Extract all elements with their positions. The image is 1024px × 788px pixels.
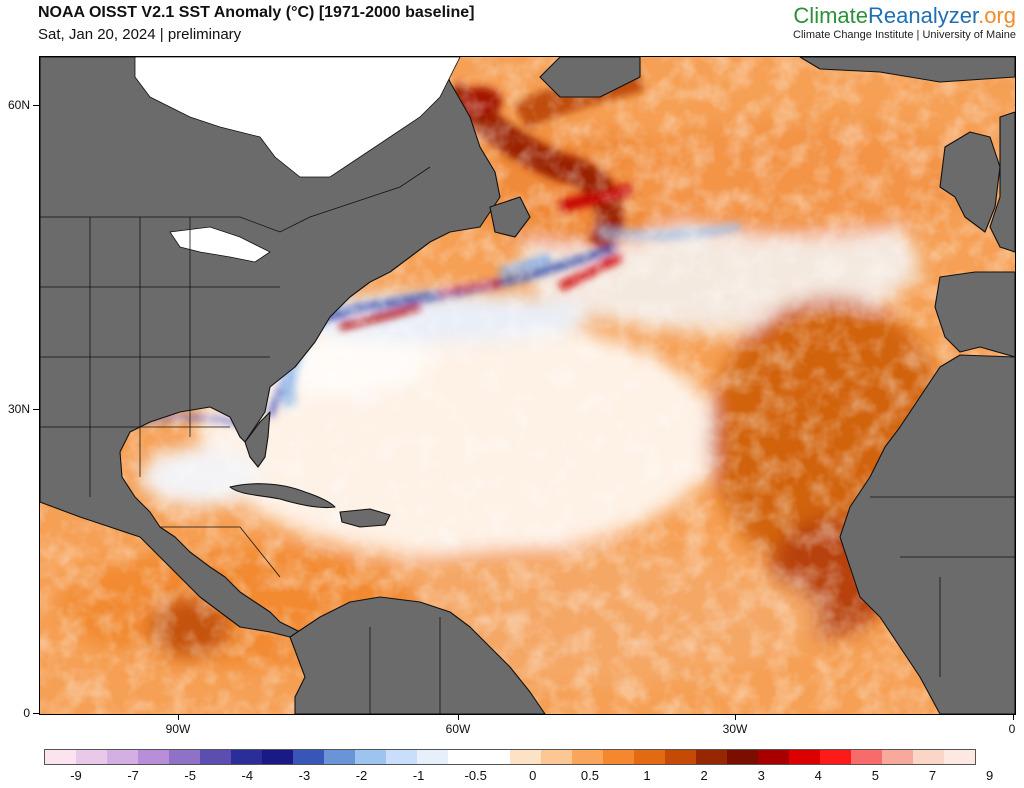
legend-label: 4	[814, 768, 822, 783]
hispaniola-land	[339, 508, 391, 528]
map-subtitle: Sat, Jan 20, 2024 | preliminary	[38, 26, 242, 43]
legend-label: -3	[298, 768, 311, 783]
political-borders	[40, 166, 1015, 714]
legend-swatch	[820, 750, 851, 764]
legend-swatch	[789, 750, 820, 764]
legend-swatch	[851, 750, 882, 764]
great-lakes-ice	[169, 226, 271, 263]
legend-swatch	[603, 750, 634, 764]
legend-swatch	[169, 750, 200, 764]
lat-label-0: 0	[23, 706, 30, 720]
map-title: NOAA OISST V2.1 SST Anomaly (°C) [1971-2…	[38, 4, 475, 21]
legend-swatch	[510, 750, 541, 764]
brand-part-org: .org	[978, 3, 1016, 28]
legend-swatch	[138, 750, 169, 764]
map-canvas	[40, 57, 1015, 714]
lat-tick-60n	[33, 105, 39, 106]
legend-label: -5	[184, 768, 196, 783]
landmasses	[40, 57, 1015, 714]
legend-swatch	[758, 750, 789, 764]
legend-swatch	[262, 750, 293, 764]
british-isles-land	[939, 131, 1001, 233]
brand-logo[interactable]: ClimateReanalyzer.org Climate Change Ins…	[793, 3, 1016, 41]
europe-land	[989, 111, 1015, 253]
florida-land	[244, 411, 271, 468]
brand-part-climate: Climate	[793, 3, 868, 28]
color-legend	[44, 749, 976, 765]
iberia-land	[934, 271, 1015, 358]
legend-label: 9	[985, 768, 994, 783]
greenland-land	[539, 57, 641, 98]
newfoundland-land	[489, 196, 531, 238]
legend-swatch	[417, 750, 448, 764]
legend-label: -9	[70, 768, 82, 783]
legend-label: -4	[241, 768, 254, 783]
legend-label: 3	[757, 768, 765, 783]
legend-label: 1	[643, 768, 651, 783]
legend-swatch	[200, 750, 231, 764]
legend-swatch	[634, 750, 665, 764]
legend-swatch	[107, 750, 138, 764]
legend-label: 7	[928, 768, 937, 783]
lon-label-90w: 90W	[165, 722, 191, 736]
lon-label-60w: 60W	[445, 722, 471, 736]
legend-label: -0.5	[464, 768, 487, 783]
legend-swatch	[541, 750, 572, 764]
legend-swatch	[386, 750, 417, 764]
legend-swatch	[913, 750, 944, 764]
legend-label: 0	[529, 768, 537, 783]
legend-swatch	[324, 750, 355, 764]
sst-anomaly-map	[39, 56, 1016, 715]
legend-swatch	[696, 750, 727, 764]
legend-swatch	[882, 750, 913, 764]
legend-label: -7	[127, 768, 139, 783]
legend-label: -1	[412, 768, 425, 783]
north-america-land	[40, 57, 501, 638]
legend-swatch	[944, 750, 975, 764]
legend-label: 2	[700, 768, 708, 783]
legend-swatch	[355, 750, 386, 764]
brand-name: ClimateReanalyzer.org	[793, 3, 1016, 29]
legend-label: -2	[355, 768, 368, 783]
lon-label-0: 0	[1008, 722, 1016, 736]
lat-label-60n: 60N	[7, 98, 30, 112]
legend-swatch	[448, 750, 479, 764]
lon-tick-0	[1013, 714, 1014, 720]
lon-tick-90w	[178, 714, 179, 720]
cuba-land	[229, 483, 336, 509]
legend-swatch	[665, 750, 696, 764]
lat-tick-0	[33, 713, 39, 714]
brand-subtitle: Climate Change Institute | University of…	[793, 29, 1016, 41]
legend-swatch	[76, 750, 107, 764]
legend-label: 0.5	[580, 768, 599, 783]
lon-tick-30w	[735, 714, 736, 720]
legend-swatch	[293, 750, 324, 764]
lon-tick-60w	[458, 714, 459, 720]
lat-tick-30n	[33, 409, 39, 410]
hudson-bay-ice	[134, 57, 461, 178]
legend-swatch	[727, 750, 758, 764]
lat-label-30n: 30N	[7, 402, 30, 416]
lon-label-30w: 30W	[722, 722, 748, 736]
sea-ice	[134, 57, 461, 263]
legend-label: 5	[871, 768, 880, 783]
south-america-land	[289, 596, 546, 714]
brand-part-reanalyzer: Reanalyzer	[868, 3, 979, 28]
legend-swatch	[231, 750, 262, 764]
legend-swatch	[572, 750, 603, 764]
legend-swatch	[479, 750, 510, 764]
iceland-land	[799, 57, 1015, 83]
africa-land	[839, 354, 1015, 714]
legend-swatch	[45, 750, 76, 764]
